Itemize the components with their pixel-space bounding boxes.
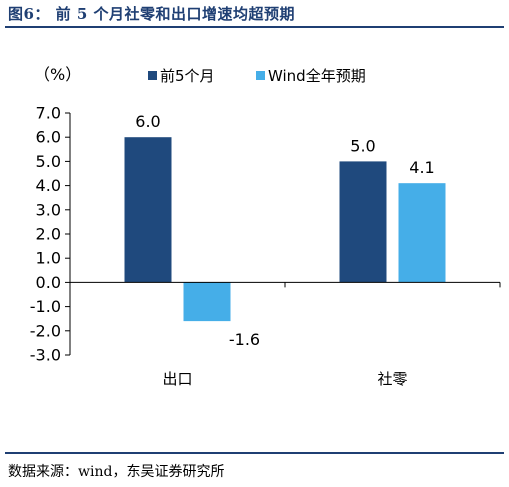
y-tick-label: -3.0 (30, 346, 61, 365)
bar (183, 282, 231, 322)
source-note: 数据来源：wind，东吴证券研究所 (8, 464, 225, 480)
y-tick-label: -2.0 (30, 321, 61, 340)
y-tick-label: 1.0 (36, 249, 61, 268)
data-label: 4.1 (409, 158, 434, 177)
bar (124, 137, 172, 283)
data-label: -1.6 (229, 330, 260, 349)
bar (398, 183, 446, 283)
legend-swatch (256, 71, 265, 80)
data-labels: 6.0 5.0 -1.6 4.1 (135, 112, 434, 349)
data-label: 5.0 (350, 136, 375, 155)
data-label: 6.0 (135, 112, 160, 131)
y-axis: 7.0 6.0 5.0 4.0 3.0 2.0 1.0 0.0 -1.0 -2.0 -3.0 (30, 104, 71, 365)
y-tick-label: 2.0 (36, 225, 61, 244)
y-tick-label: 7.0 (36, 104, 61, 123)
source-rule (5, 452, 504, 454)
x-axis: 出口 社零 (69, 281, 501, 388)
y-tick-label: 5.0 (36, 152, 61, 171)
y-tick-label: -1.0 (30, 297, 61, 316)
y-tick-label: 3.0 (36, 200, 61, 219)
bar (339, 161, 387, 283)
bar-chart: 7.0 6.0 5.0 4.0 3.0 2.0 1.0 0.0 -1.0 -2.0 -3.0 6.0… (30, 65, 501, 388)
title-rule (5, 26, 504, 28)
x-tick-label: 社零 (377, 370, 407, 388)
legend-swatch (148, 71, 157, 80)
y-tick-label: 0.0 (36, 273, 61, 292)
x-tick-label: 出口 (162, 370, 192, 388)
legend-label: Wind全年预期 (268, 67, 366, 85)
bar-series (124, 137, 446, 322)
y-unit-label: （%） (34, 65, 81, 84)
chart-title: 图6： 前 5 个月社零和出口增速均超预期 (8, 5, 296, 23)
legend-label: 前5个月 (160, 67, 215, 85)
y-tick-label: 6.0 (36, 128, 61, 147)
y-tick-label: 4.0 (36, 176, 61, 195)
legend: 前5个月 Wind全年预期 (148, 67, 366, 85)
